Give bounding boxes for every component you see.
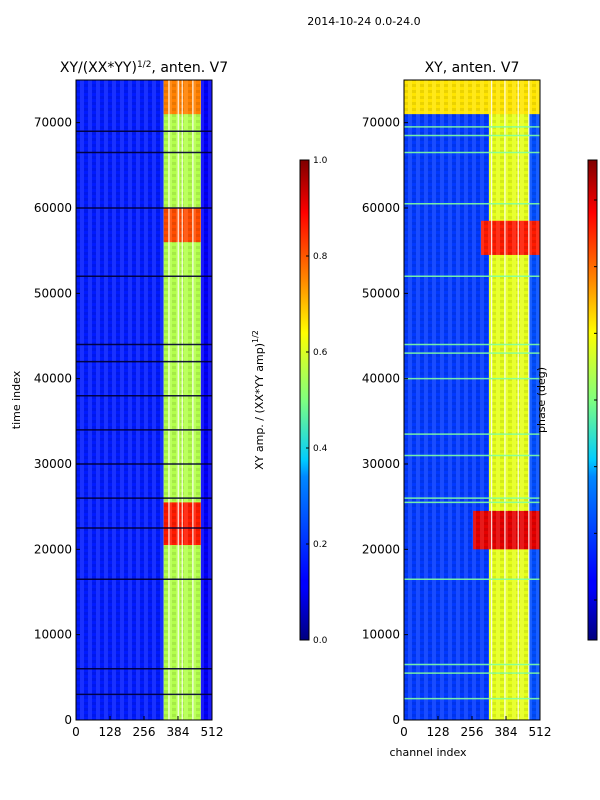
figure-suptitle: 2014-10-24 0.0-24.0 [307,15,420,28]
phase-band-texture-5 [404,80,540,115]
amp-xtick-label-0: 0 [72,725,80,739]
amp-panel: XY/(XX*YY)1/2, anten. V7 0 128 256 384 512 0 1… [10,60,328,739]
amp-ytick-label-2: 20000 [34,542,72,556]
amp-title: XY/(XX*YY)1/2, anten. V7 [60,60,228,76]
amp-colorbar-tick-label-0: 0.0 [313,636,328,646]
amp-ytick-label-3: 30000 [34,457,72,471]
phase-band-texture-1 [489,80,529,720]
phase-xtick-label-0: 0 [400,725,408,739]
phase-ytick-label-7: 70000 [362,116,400,130]
amp-colorbar-tick-label-2: 0.4 [313,444,328,454]
phase-xtick-label-2: 256 [461,725,484,739]
phase-xtick-label-1: 128 [427,725,450,739]
amp-xtick-label-2: 256 [133,725,156,739]
phase-xlabel: channel index [389,746,467,759]
amp-ytick-label-4: 40000 [34,372,72,386]
amp-colorbar-gradient [299,159,310,641]
phase-title: XY, anten. V7 [425,60,520,76]
phase-ytick-label-1: 10000 [362,628,400,642]
amp-ytick-label-6: 60000 [34,201,72,215]
amp-colorbar-tick-label-5: 1.0 [313,156,328,166]
phase-heatmap: 0 128 256 384 512 0 10000 20000 30000 40000 50000 6… [362,79,552,739]
amp-ytick-label-1: 10000 [34,628,72,642]
amp-xtick-label-1: 128 [99,725,122,739]
amp-band-texture-2 [200,80,212,720]
amp-colorbar-tick-label-1: 0.2 [313,540,327,550]
phase-colorbar: −150−100−50050100150 [587,159,598,641]
amp-heatmap: 0 128 256 384 512 0 10000 20000 30000 40000 50000 6… [34,79,224,739]
phase-panel: XY, anten. V7 0 128 256 384 512 0 10000 20000 30… [362,60,598,759]
phase-ytick-label-6: 60000 [362,201,400,215]
amp-band-texture-0 [76,80,164,720]
amp-ylabel: time index [10,370,23,429]
amp-colorbar-tick-label-3: 0.6 [313,348,328,358]
phase-ytick-label-2: 20000 [362,542,400,556]
phase-colorbar-label: phase (deg) [535,367,548,433]
amp-ytick-label-7: 70000 [34,116,72,130]
phase-band-texture-2 [528,80,540,720]
amp-ytick-label-0: 0 [64,713,72,727]
phase-ytick-label-3: 30000 [362,457,400,471]
amp-xtick-label-4: 512 [201,725,224,739]
phase-xtick-label-3: 384 [495,725,518,739]
amp-ytick-label-5: 50000 [34,286,72,300]
amp-xtick-label-3: 384 [167,725,190,739]
phase-band-texture-0 [404,80,489,720]
phase-ytick-label-0: 0 [392,713,400,727]
phase-ytick-label-4: 40000 [362,372,400,386]
amp-colorbar-label: XY amp. / (XX*YY amp)1/2 [251,330,266,470]
amp-colorbar: 0.0 0.2 0.4 0.6 0.8 1.0 [299,156,328,646]
phase-xtick-label-4: 512 [529,725,552,739]
phase-band-texture-3 [473,510,540,550]
phase-band-texture-4 [481,220,540,255]
amp-colorbar-tick-label-4: 0.8 [313,252,328,262]
phase-ytick-label-5: 50000 [362,286,400,300]
